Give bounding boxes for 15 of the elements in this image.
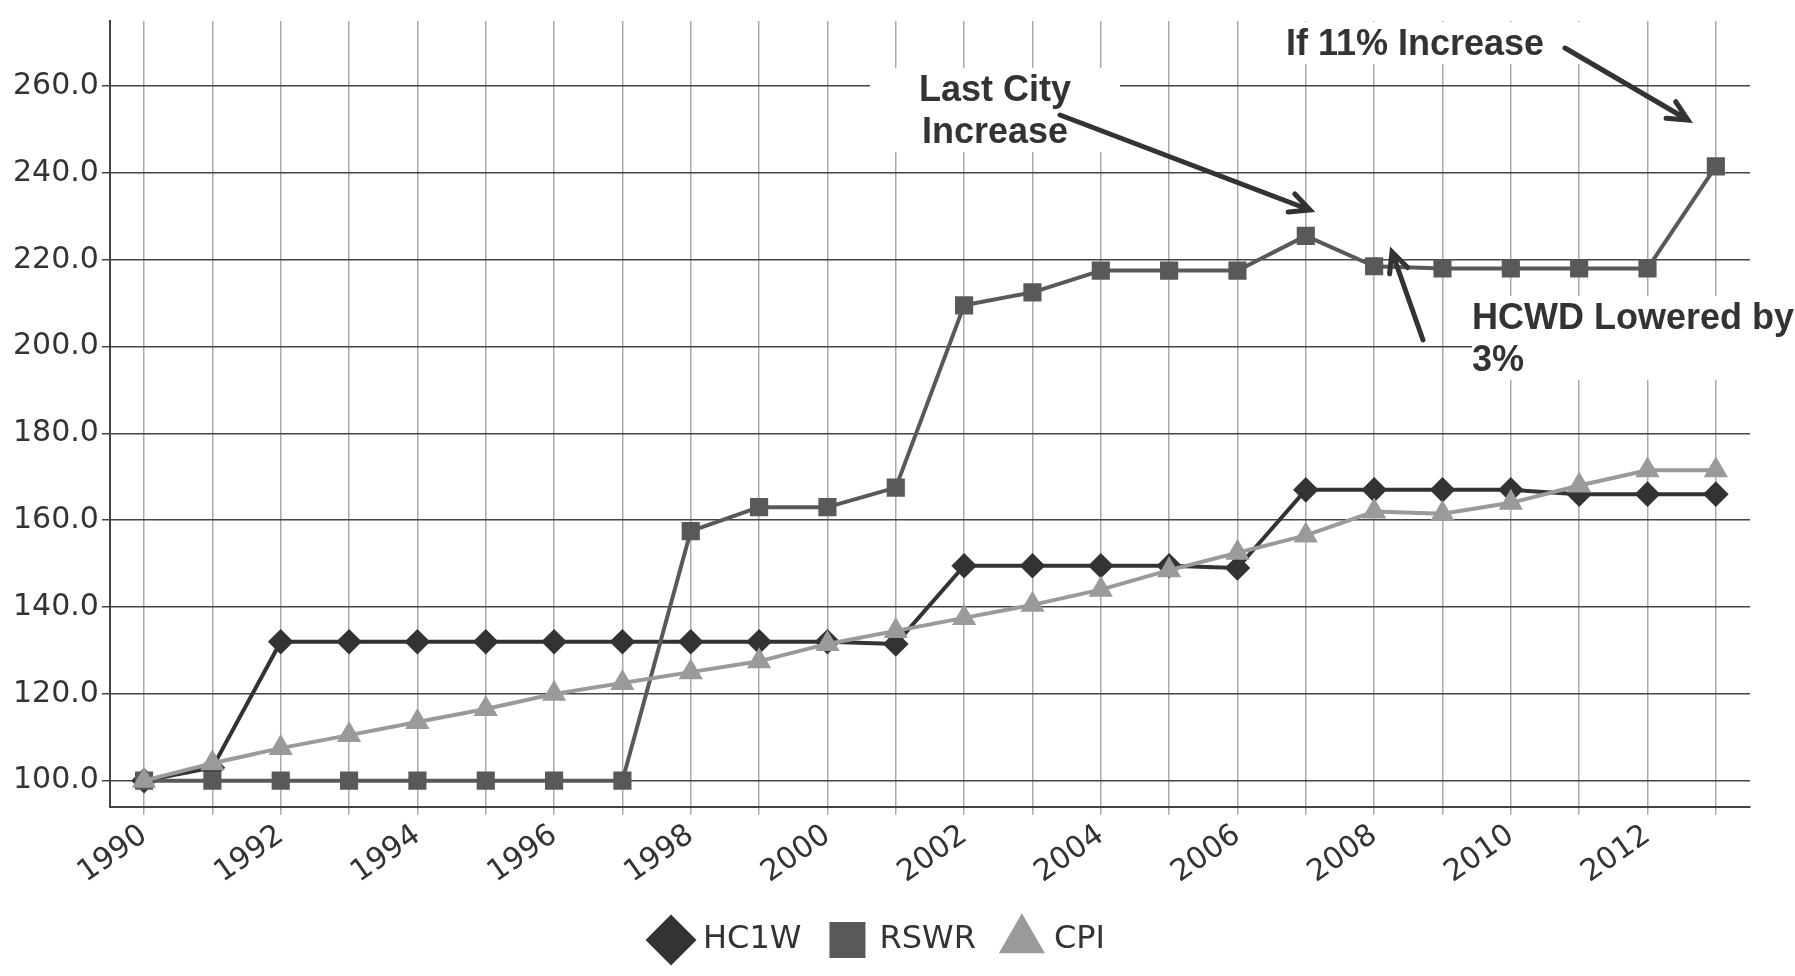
annotation: HCWD Lowered by 3% [1472,296,1795,380]
y-tick-label: 260.0 [12,65,99,101]
legend-label: CPI [1053,918,1105,957]
y-tick-label: 200.0 [12,326,99,362]
y-tick-label: 140.0 [12,586,99,622]
y-tick-label: 220.0 [12,239,99,275]
y-tick-label: 180.0 [12,413,99,449]
y-tick-label: 120.0 [12,673,99,709]
annotation: If 11% Increase [1250,22,1580,64]
annotation: Last City Increase [870,68,1120,152]
y-tick-label: 160.0 [12,500,99,536]
y-tick-label: 100.0 [12,760,99,796]
legend-label: RSWR [879,918,976,957]
y-tick-label: 240.0 [12,152,99,188]
legend-label: HC1W [703,918,802,957]
